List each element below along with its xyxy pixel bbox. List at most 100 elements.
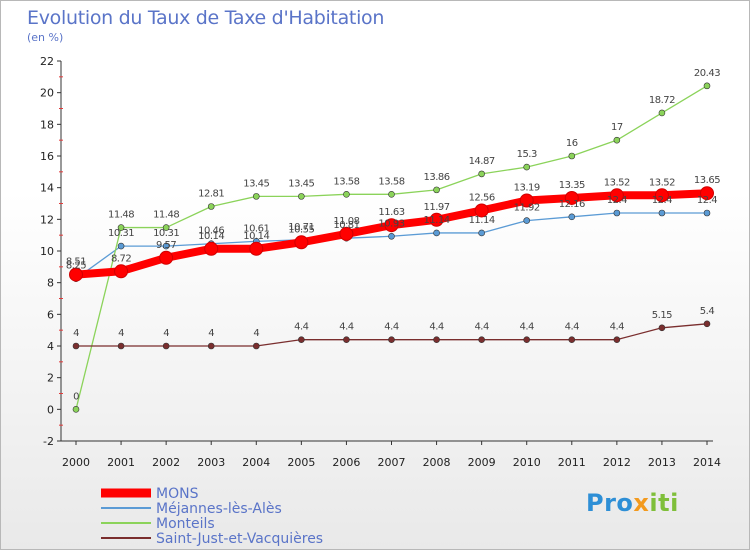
x-tick-label: 2008 [423,456,451,469]
data-point [69,267,83,282]
x-tick-label: 2003 [197,456,225,469]
data-label: 13.35 [559,180,585,191]
data-label: 4 [208,328,214,339]
data-label: 11.14 [424,215,450,226]
x-tick-label: 2007 [378,456,406,469]
data-label: 13.52 [649,177,675,188]
data-label: 4.4 [565,322,580,333]
data-point [429,212,444,227]
data-point [523,217,531,224]
data-label: 12.56 [469,192,495,203]
data-point [523,163,531,171]
x-tick-label: 2009 [468,456,496,469]
y-tick-label: 20 [40,87,54,100]
data-point [298,336,305,343]
data-point [433,229,440,237]
data-point [474,203,489,218]
y-tick-label: 22 [40,55,54,68]
data-point [159,250,174,265]
data-label: 12.81 [198,189,224,200]
data-point [613,209,621,217]
y-tick-label: 6 [47,308,54,321]
data-label: 4 [253,328,259,339]
data-label: 10.14 [243,231,269,242]
x-tick-label: 2010 [513,456,541,469]
data-label: 12.16 [559,199,585,210]
data-point [478,229,485,237]
data-point [207,203,215,210]
data-point [568,213,576,221]
data-label: 17 [611,122,623,133]
data-point [703,209,711,217]
data-point [339,226,354,241]
data-point [162,224,170,231]
data-label: 12.4 [652,195,672,206]
y-tick-label: 0 [47,403,54,416]
data-point [523,336,531,343]
data-label: 0 [73,391,79,402]
data-label: 11.48 [108,210,134,221]
data-label: 10.55 [288,224,314,235]
data-label: 4 [163,328,169,339]
data-label: 13.45 [288,178,314,189]
x-tick-label: 2005 [287,456,315,469]
data-label: 9.57 [156,240,176,251]
legend-label: MONS [156,486,199,502]
data-label: 4.4 [520,322,535,333]
data-label: 10.81 [333,220,359,231]
y-tick-label: -2 [43,435,54,448]
data-point [294,235,309,250]
data-point [658,324,666,332]
data-point [703,320,711,328]
data-label: 13.52 [604,177,630,188]
data-label: 11.08 [333,216,359,227]
y-tick-label: 10 [40,245,54,258]
data-point [72,342,80,350]
data-label: 16 [566,138,578,149]
data-label: 4.4 [339,322,354,333]
x-tick-label: 2012 [603,456,631,469]
data-point [207,342,215,350]
data-label: 13.86 [424,172,450,183]
data-label: 10.31 [153,228,179,239]
logo-part-1: Pro [586,489,634,517]
data-label: 8.25 [66,261,86,272]
legend-label: Monteils [156,516,215,532]
data-point [384,218,399,233]
data-point [564,190,579,205]
data-point [658,109,666,117]
data-point [478,336,485,343]
x-tick-label: 2006 [332,456,360,469]
data-label: 10.61 [243,223,269,234]
x-tick-label: 2014 [693,456,721,469]
data-label: 10.93 [378,218,404,229]
data-label: 10.31 [108,228,134,239]
data-point [388,336,395,343]
data-point [162,342,170,350]
data-point [252,342,260,350]
data-label: 4.4 [294,322,309,333]
data-point [613,136,621,144]
data-point [114,264,129,279]
data-label: 13.58 [333,176,359,187]
y-tick-label: 16 [40,150,54,163]
data-point [609,188,624,203]
data-point [519,193,534,208]
data-label: 13.19 [514,182,540,193]
data-point [343,336,350,343]
data-point [703,82,711,90]
data-point [298,193,305,200]
data-point [117,342,125,350]
proxiti-logo: Proxiti [586,489,679,517]
x-tick-label: 2001 [107,456,135,469]
data-point [568,152,576,160]
data-point [204,241,219,256]
data-label: 10.46 [198,226,224,237]
data-point [117,242,125,250]
data-point [613,336,621,343]
data-label: 15.3 [517,149,537,160]
chart-title: Evolution du Taux de Taxe d'Habitation [27,7,385,29]
x-tick-label: 2013 [648,456,676,469]
data-point [343,191,350,198]
